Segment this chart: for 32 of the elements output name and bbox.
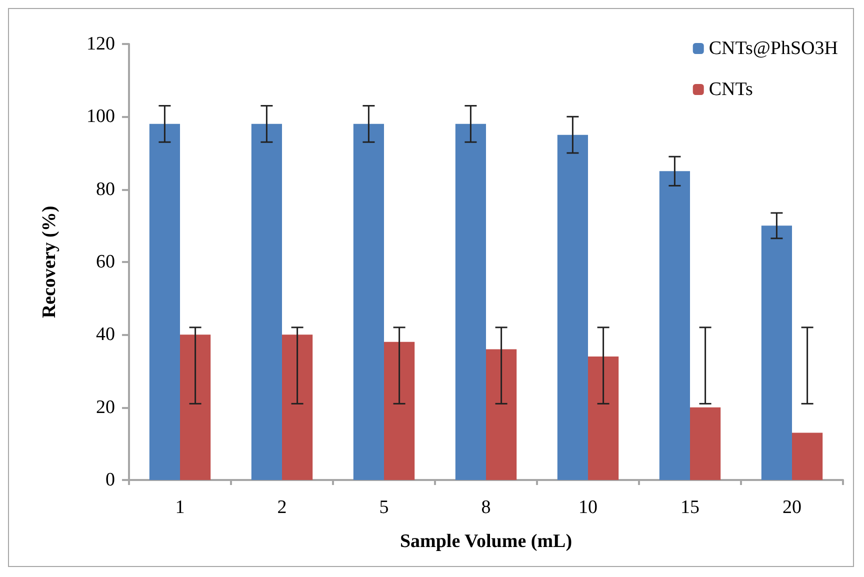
- x-axis-title: Sample Volume (mL): [400, 531, 572, 552]
- y-axis-title: Recovery (%): [39, 206, 60, 318]
- x-tick-label: 20: [782, 497, 802, 518]
- bar: [149, 124, 180, 480]
- bar: [690, 407, 721, 480]
- x-tick-label: 2: [277, 497, 287, 518]
- y-tick-label: 120: [86, 34, 115, 54]
- bar: [486, 349, 517, 480]
- y-tick-label: 60: [96, 252, 115, 272]
- bar: [251, 124, 282, 480]
- y-tick-label: 40: [96, 324, 115, 346]
- bar: [557, 134, 588, 480]
- bar: [384, 342, 415, 480]
- y-tick-label: 0: [106, 470, 115, 490]
- bar: [761, 226, 792, 480]
- bar: [180, 334, 211, 480]
- bar: [659, 171, 690, 480]
- y-tick-label: 100: [86, 106, 115, 128]
- bar: [455, 124, 486, 480]
- x-tick-label: 10: [578, 497, 598, 518]
- bar: [282, 334, 313, 480]
- x-tick-label: 5: [379, 497, 389, 518]
- legend-label: CNTs@PhSO3H: [708, 38, 838, 59]
- x-tick-label: 15: [680, 497, 700, 518]
- x-tick-label: 8: [481, 497, 491, 518]
- y-tick-label: 20: [96, 396, 115, 418]
- legend-label: CNTs: [708, 79, 753, 100]
- y-tick-label: 80: [96, 178, 115, 200]
- bar: [588, 356, 619, 480]
- bar: [792, 432, 823, 480]
- x-tick-label: 1: [175, 497, 185, 518]
- bar: [353, 124, 384, 480]
